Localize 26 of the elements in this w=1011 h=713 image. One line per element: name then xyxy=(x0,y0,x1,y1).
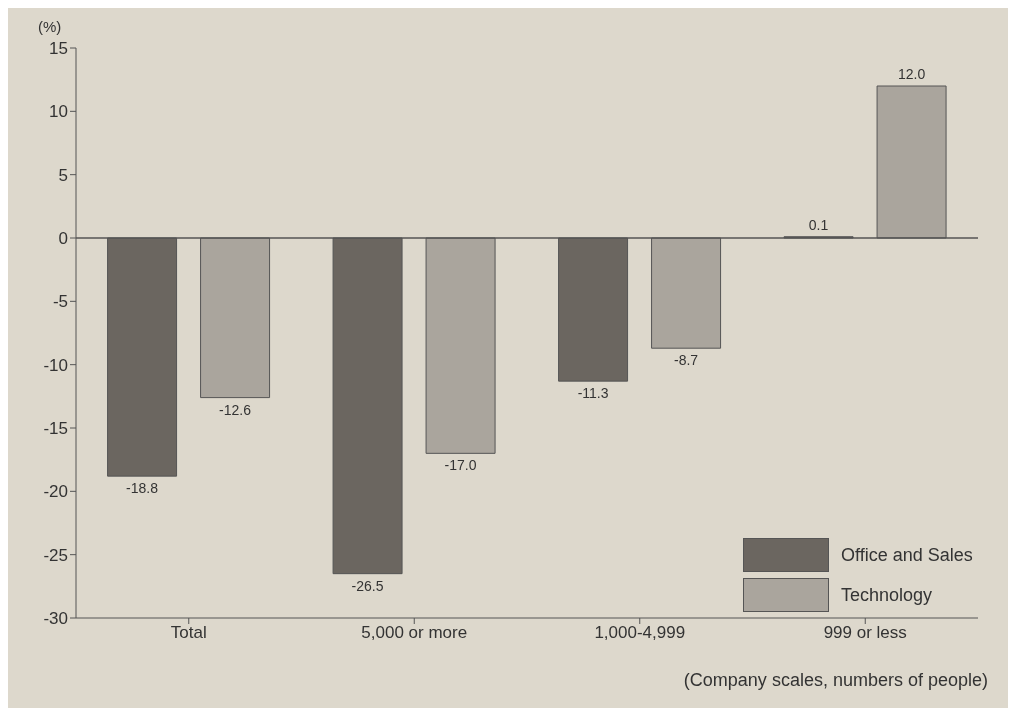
y-tick-label: -20 xyxy=(43,482,68,502)
data-label: -11.3 xyxy=(577,385,609,402)
x-axis-title: (Company scales, numbers of people) xyxy=(683,670,988,691)
y-tick-label: 15 xyxy=(49,39,68,59)
x-tick-label: 999 or less xyxy=(823,623,907,643)
y-axis-title: (%) xyxy=(38,18,62,35)
data-label: -26.5 xyxy=(351,577,384,594)
legend-label: Technology xyxy=(841,584,933,606)
data-label: -12.6 xyxy=(219,401,252,418)
y-tick-label: -15 xyxy=(43,419,68,439)
x-tick-label: 5,000 or more xyxy=(361,623,468,643)
data-label: -18.8 xyxy=(126,480,159,497)
legend-label: Office and Sales xyxy=(841,544,973,566)
data-label: 0.1 xyxy=(808,216,829,233)
data-label: 12.0 xyxy=(897,66,926,82)
y-tick-label: 0 xyxy=(58,229,68,249)
data-label: -17.0 xyxy=(444,457,477,474)
y-tick-label: -5 xyxy=(52,292,68,312)
y-tick-label: 5 xyxy=(58,165,68,185)
x-tick-label: 1,000-4,999 xyxy=(594,623,686,643)
y-tick-label: 10 xyxy=(49,102,68,122)
y-tick-label: -10 xyxy=(43,355,68,375)
y-tick-label: -25 xyxy=(43,545,68,565)
data-label: -8.7 xyxy=(674,352,699,369)
y-tick-label: -30 xyxy=(43,609,68,629)
x-tick-label: Total xyxy=(170,623,207,643)
